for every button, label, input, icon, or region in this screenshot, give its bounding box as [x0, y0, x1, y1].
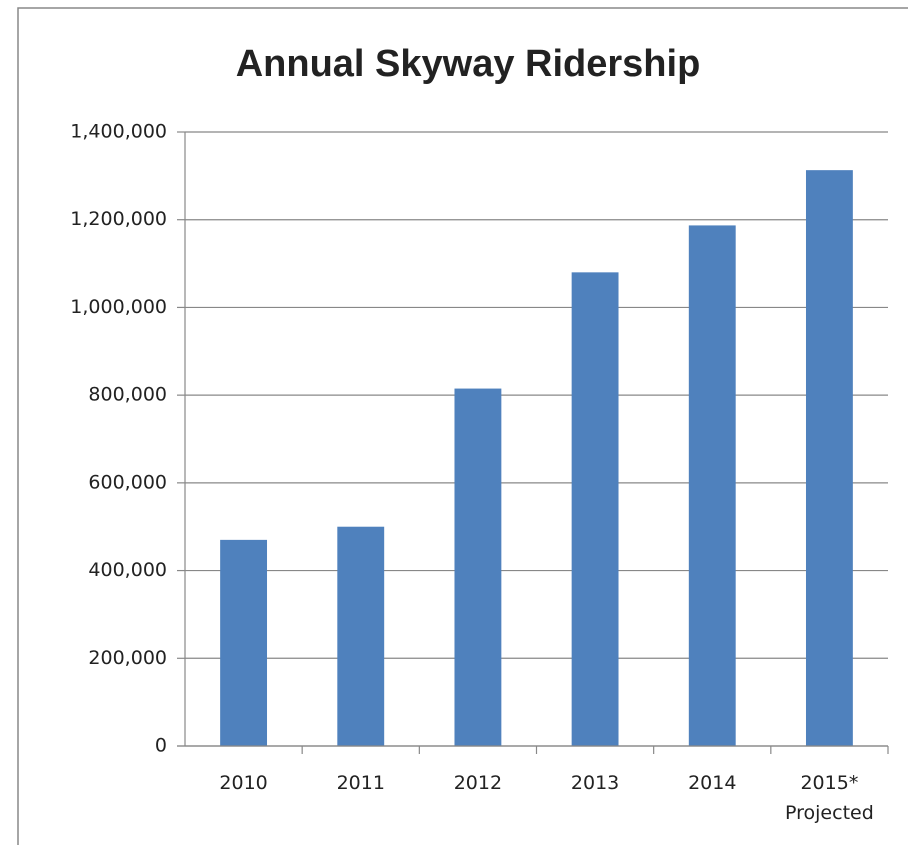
chart-title: Annual Skyway Ridership: [236, 43, 701, 85]
x-tick-label: 2010: [219, 772, 268, 794]
bar: [688, 225, 736, 746]
bar: [571, 272, 619, 746]
y-tick-label: 0: [155, 735, 167, 757]
bar: [454, 388, 502, 746]
bar: [220, 539, 268, 746]
x-tick-label: 2015* Projected: [785, 772, 874, 824]
chart-frame: [17, 7, 908, 845]
y-tick-label: 200,000: [88, 647, 167, 669]
y-tick-label: 800,000: [88, 384, 167, 406]
x-tick-label: 2011: [336, 772, 385, 794]
x-tick-label: 2012: [453, 772, 503, 794]
y-tick-label: 1,200,000: [70, 208, 167, 230]
bar: [337, 526, 385, 746]
bar: [805, 170, 853, 747]
x-tick-label: 2014: [688, 772, 737, 794]
x-tick-label: 2013: [570, 772, 620, 794]
y-tick-label: 400,000: [88, 559, 167, 581]
y-tick-label: 600,000: [88, 471, 167, 493]
y-tick-label: 1,400,000: [70, 121, 167, 143]
y-tick-label: 1,000,000: [70, 296, 167, 318]
